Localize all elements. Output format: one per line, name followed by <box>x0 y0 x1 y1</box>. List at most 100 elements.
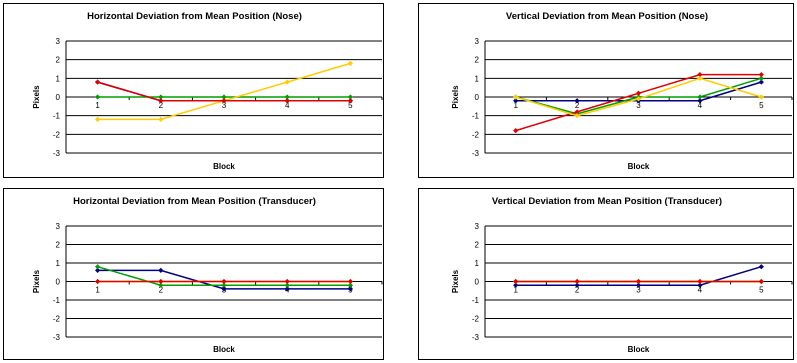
data-point-vertical-transducer-3 <box>513 278 519 285</box>
x-tick-label-vertical-nose: 2 <box>575 101 580 110</box>
y-tick-label-horizontal-transducer: 1 <box>56 259 61 268</box>
data-point-vertical-nose-2 <box>697 72 703 78</box>
y-tick-label-vertical-transducer: 0 <box>475 278 480 287</box>
y-tick-label-vertical-transducer: 3 <box>475 222 480 231</box>
data-point-vertical-nose-2 <box>758 72 764 78</box>
y-tick-label-vertical-nose: -2 <box>472 130 480 139</box>
y-axis-label-vertical-nose: Pixels <box>451 85 460 109</box>
data-point-horizontal-nose-3 <box>95 79 101 85</box>
x-tick-label-horizontal-nose: 1 <box>95 101 100 110</box>
y-axis-label-horizontal-nose: Pixels <box>32 85 41 109</box>
y-axis-label-horizontal-transducer: Pixels <box>32 269 41 293</box>
data-point-horizontal-nose-3 <box>347 98 353 104</box>
data-point-vertical-transducer-3 <box>635 278 642 285</box>
chart-vertical-nose: Vertical Deviation from Mean Position (N… <box>418 3 794 178</box>
y-tick-label-vertical-transducer: 2 <box>475 241 480 250</box>
y-tick-label-horizontal-transducer: -1 <box>53 296 61 305</box>
data-point-horizontal-nose-2 <box>284 79 290 85</box>
data-point-horizontal-nose-3 <box>158 98 164 104</box>
x-tick-label-vertical-transducer: 4 <box>698 286 703 295</box>
data-point-vertical-nose-2 <box>635 90 642 96</box>
data-point-vertical-nose-3 <box>758 94 764 100</box>
data-point-horizontal-transducer-1 <box>347 282 353 288</box>
data-point-horizontal-nose-1 <box>95 94 101 100</box>
data-point-horizontal-nose-2 <box>95 116 101 122</box>
data-point-horizontal-transducer-1 <box>95 264 101 270</box>
x-tick-label-vertical-transducer: 2 <box>575 286 580 295</box>
data-point-vertical-nose-0 <box>758 79 764 85</box>
x-axis-label-vertical-nose: Block <box>628 162 650 171</box>
y-tick-label-horizontal-nose: 2 <box>56 56 61 65</box>
x-tick-label-vertical-transducer: 5 <box>759 286 764 295</box>
data-point-vertical-transducer-0 <box>697 282 703 288</box>
data-point-horizontal-nose-3 <box>284 98 290 104</box>
data-point-vertical-transducer-0 <box>758 264 764 270</box>
data-point-vertical-nose-3 <box>635 96 642 102</box>
y-tick-label-vertical-transducer: -1 <box>472 296 480 305</box>
y-tick-label-vertical-nose: 3 <box>475 37 480 46</box>
y-tick-label-horizontal-transducer: -3 <box>53 333 61 342</box>
x-axis-label-vertical-transducer: Block <box>628 345 650 354</box>
y-tick-label-horizontal-transducer: 0 <box>56 278 61 287</box>
data-point-vertical-transducer-3 <box>758 278 764 285</box>
y-tick-label-vertical-nose: 2 <box>475 56 480 65</box>
x-tick-label-horizontal-nose: 5 <box>348 101 353 110</box>
data-point-horizontal-transducer-3 <box>158 278 164 285</box>
chart-horizontal-transducer-svg: Horizontal Deviation from Mean Position … <box>32 196 383 354</box>
data-point-vertical-transducer-3 <box>574 278 580 285</box>
chart-vertical-transducer: Vertical Deviation from Mean Position (T… <box>418 188 794 360</box>
x-axis-label-horizontal-nose: Block <box>213 162 235 171</box>
y-tick-label-horizontal-nose: -3 <box>53 149 61 158</box>
y-tick-label-vertical-transducer: -3 <box>472 333 480 342</box>
chart-title-vertical-nose: Vertical Deviation from Mean Position (N… <box>506 11 708 22</box>
data-point-horizontal-nose-1 <box>158 94 164 100</box>
x-tick-label-vertical-nose: 4 <box>698 101 703 110</box>
data-point-vertical-nose-0 <box>513 98 519 104</box>
y-tick-label-vertical-transducer: 1 <box>475 259 480 268</box>
chart-horizontal-nose-svg: Horizontal Deviation from Mean Position … <box>32 11 383 171</box>
data-point-horizontal-nose-1 <box>284 94 290 100</box>
data-point-horizontal-transducer-3 <box>221 278 227 285</box>
y-tick-label-horizontal-nose: -2 <box>53 130 61 139</box>
y-tick-label-horizontal-transducer: -2 <box>53 315 61 324</box>
data-point-horizontal-transducer-0 <box>158 267 164 273</box>
data-point-vertical-transducer-0 <box>635 282 642 288</box>
data-point-vertical-nose-2 <box>574 109 580 115</box>
y-tick-label-vertical-nose: 1 <box>475 74 480 83</box>
data-point-horizontal-nose-2 <box>158 116 164 122</box>
chart-title-horizontal-transducer: Horizontal Deviation from Mean Position … <box>73 196 316 207</box>
data-point-horizontal-nose-1 <box>221 94 227 100</box>
data-point-horizontal-transducer-3 <box>347 278 353 285</box>
x-tick-label-horizontal-nose: 2 <box>159 101 164 110</box>
x-tick-label-vertical-nose: 3 <box>636 101 641 110</box>
y-tick-label-vertical-transducer: -2 <box>472 315 480 324</box>
series-line-horizontal-nose-2 <box>97 62 351 121</box>
chart-title-vertical-transducer: Vertical Deviation from Mean Position (T… <box>492 196 722 207</box>
x-tick-label-vertical-transducer: 3 <box>636 286 641 295</box>
x-tick-label-vertical-nose: 5 <box>759 101 764 110</box>
data-point-vertical-nose-3 <box>513 94 519 100</box>
y-axis-label-vertical-transducer: Pixels <box>451 269 460 293</box>
y-tick-label-horizontal-nose: 1 <box>56 74 61 83</box>
y-tick-label-horizontal-nose: -1 <box>53 112 61 121</box>
x-tick-label-vertical-nose: 1 <box>513 101 518 110</box>
y-tick-label-vertical-nose: -1 <box>472 112 480 121</box>
data-point-horizontal-transducer-3 <box>95 278 101 285</box>
data-point-vertical-nose-1 <box>697 94 703 100</box>
y-tick-label-vertical-nose: 0 <box>475 93 480 102</box>
x-tick-label-vertical-transducer: 1 <box>513 286 518 295</box>
data-point-vertical-transducer-3 <box>697 278 703 285</box>
y-tick-label-horizontal-nose: 3 <box>56 37 61 46</box>
x-tick-label-horizontal-transducer: 2 <box>159 286 164 295</box>
y-tick-label-horizontal-transducer: 2 <box>56 241 61 250</box>
chart-title-horizontal-nose: Horizontal Deviation from Mean Position … <box>87 11 302 22</box>
data-point-vertical-nose-0 <box>697 98 703 104</box>
data-point-vertical-nose-3 <box>697 75 703 81</box>
x-tick-label-horizontal-nose: 3 <box>222 101 227 110</box>
x-tick-label-horizontal-transducer: 1 <box>95 286 100 295</box>
chart-vertical-nose-svg: Vertical Deviation from Mean Position (N… <box>451 11 793 171</box>
x-axis-label-horizontal-transducer: Block <box>213 345 235 354</box>
data-point-horizontal-nose-2 <box>347 60 353 66</box>
data-point-vertical-nose-1 <box>758 75 764 81</box>
chart-horizontal-nose: Horizontal Deviation from Mean Position … <box>3 3 384 178</box>
